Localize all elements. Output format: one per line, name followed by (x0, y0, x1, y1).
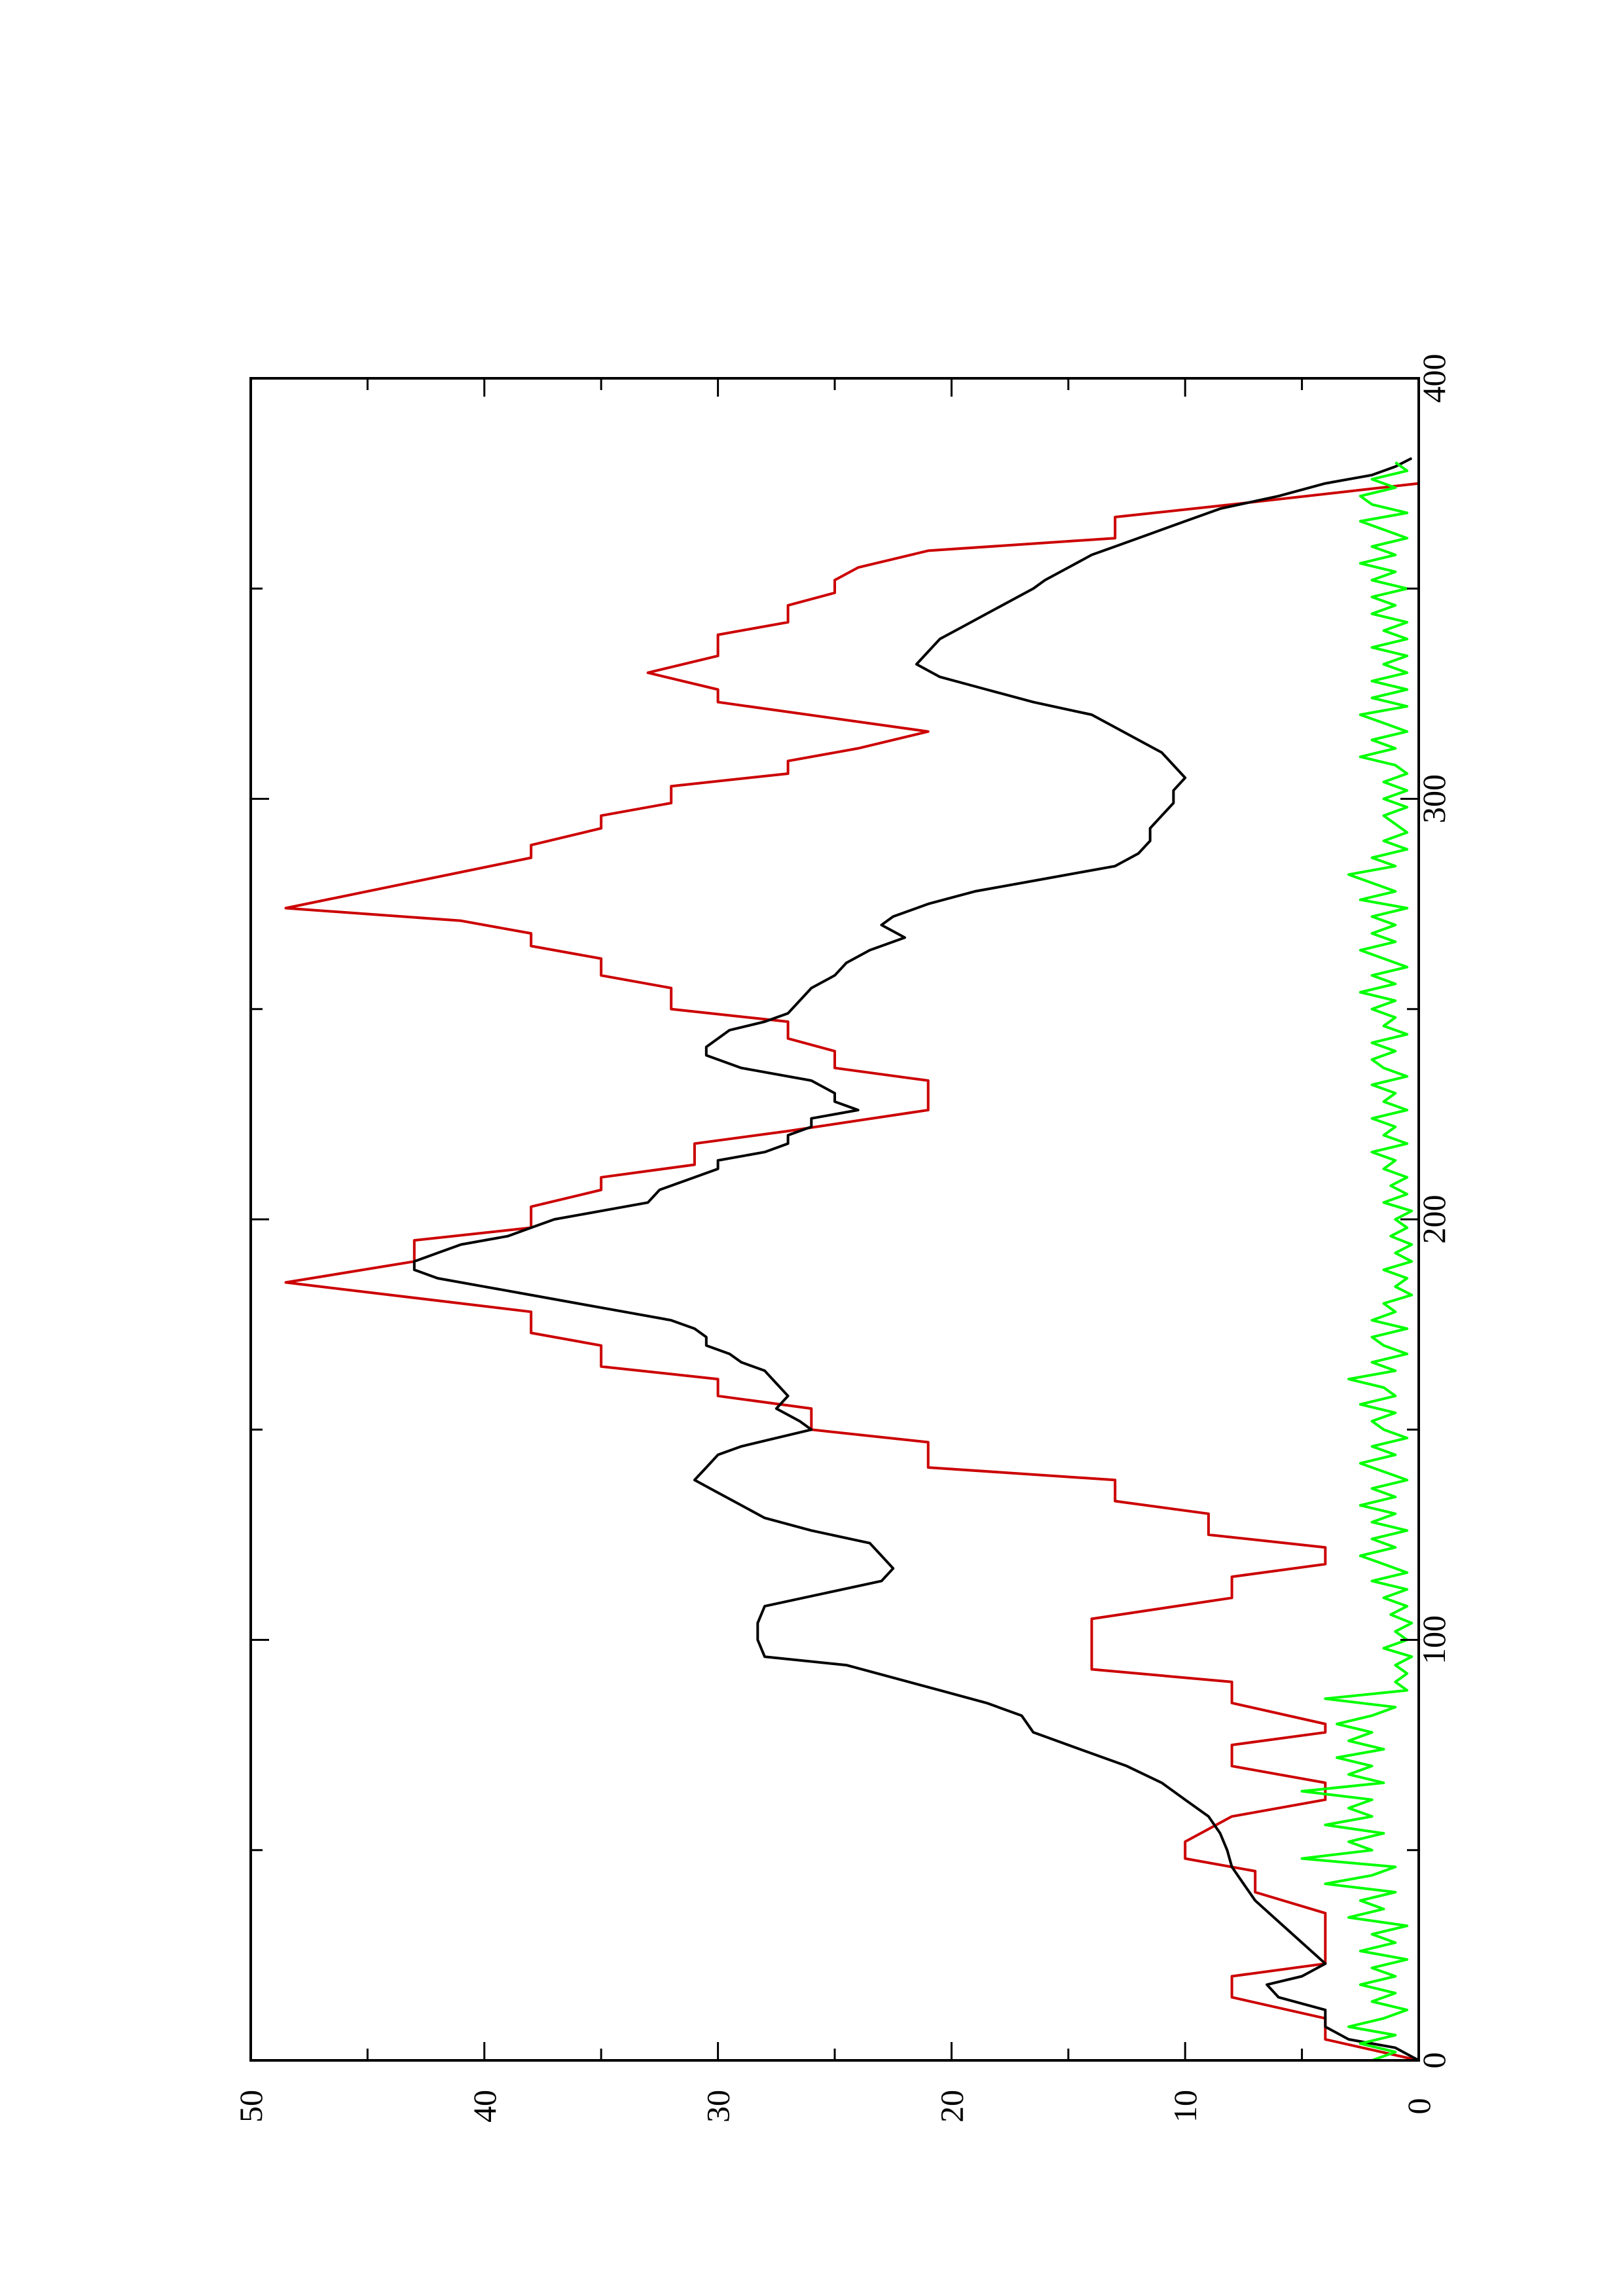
series-lines (284, 457, 1419, 2062)
plot-frame (249, 377, 1420, 2062)
x-tick-label: 300 (1415, 774, 1452, 823)
y-tick-label: 30 (700, 2090, 737, 2123)
y-tick-label: 40 (466, 2090, 503, 2123)
x-tick-label: 0 (1415, 2053, 1452, 2069)
tick-labels: 0 100 200 300 400 0 10 20 30 40 50 (232, 354, 1452, 2123)
series-line-3 (1300, 461, 1413, 2062)
x-tick-label: 100 (1415, 1615, 1452, 1664)
x-tick-label: 200 (1415, 1195, 1452, 1244)
y-tick-label: 20 (933, 2090, 970, 2123)
y-tick-label: 50 (232, 2090, 269, 2123)
y-tick-label: 10 (1167, 2090, 1203, 2123)
series-line-1 (284, 482, 1419, 2062)
x-tick-label: 400 (1415, 354, 1452, 403)
axis-ticks (249, 377, 1420, 2062)
y-tick-label: 0 (1400, 2098, 1437, 2115)
series-line-2 (412, 457, 1419, 2062)
